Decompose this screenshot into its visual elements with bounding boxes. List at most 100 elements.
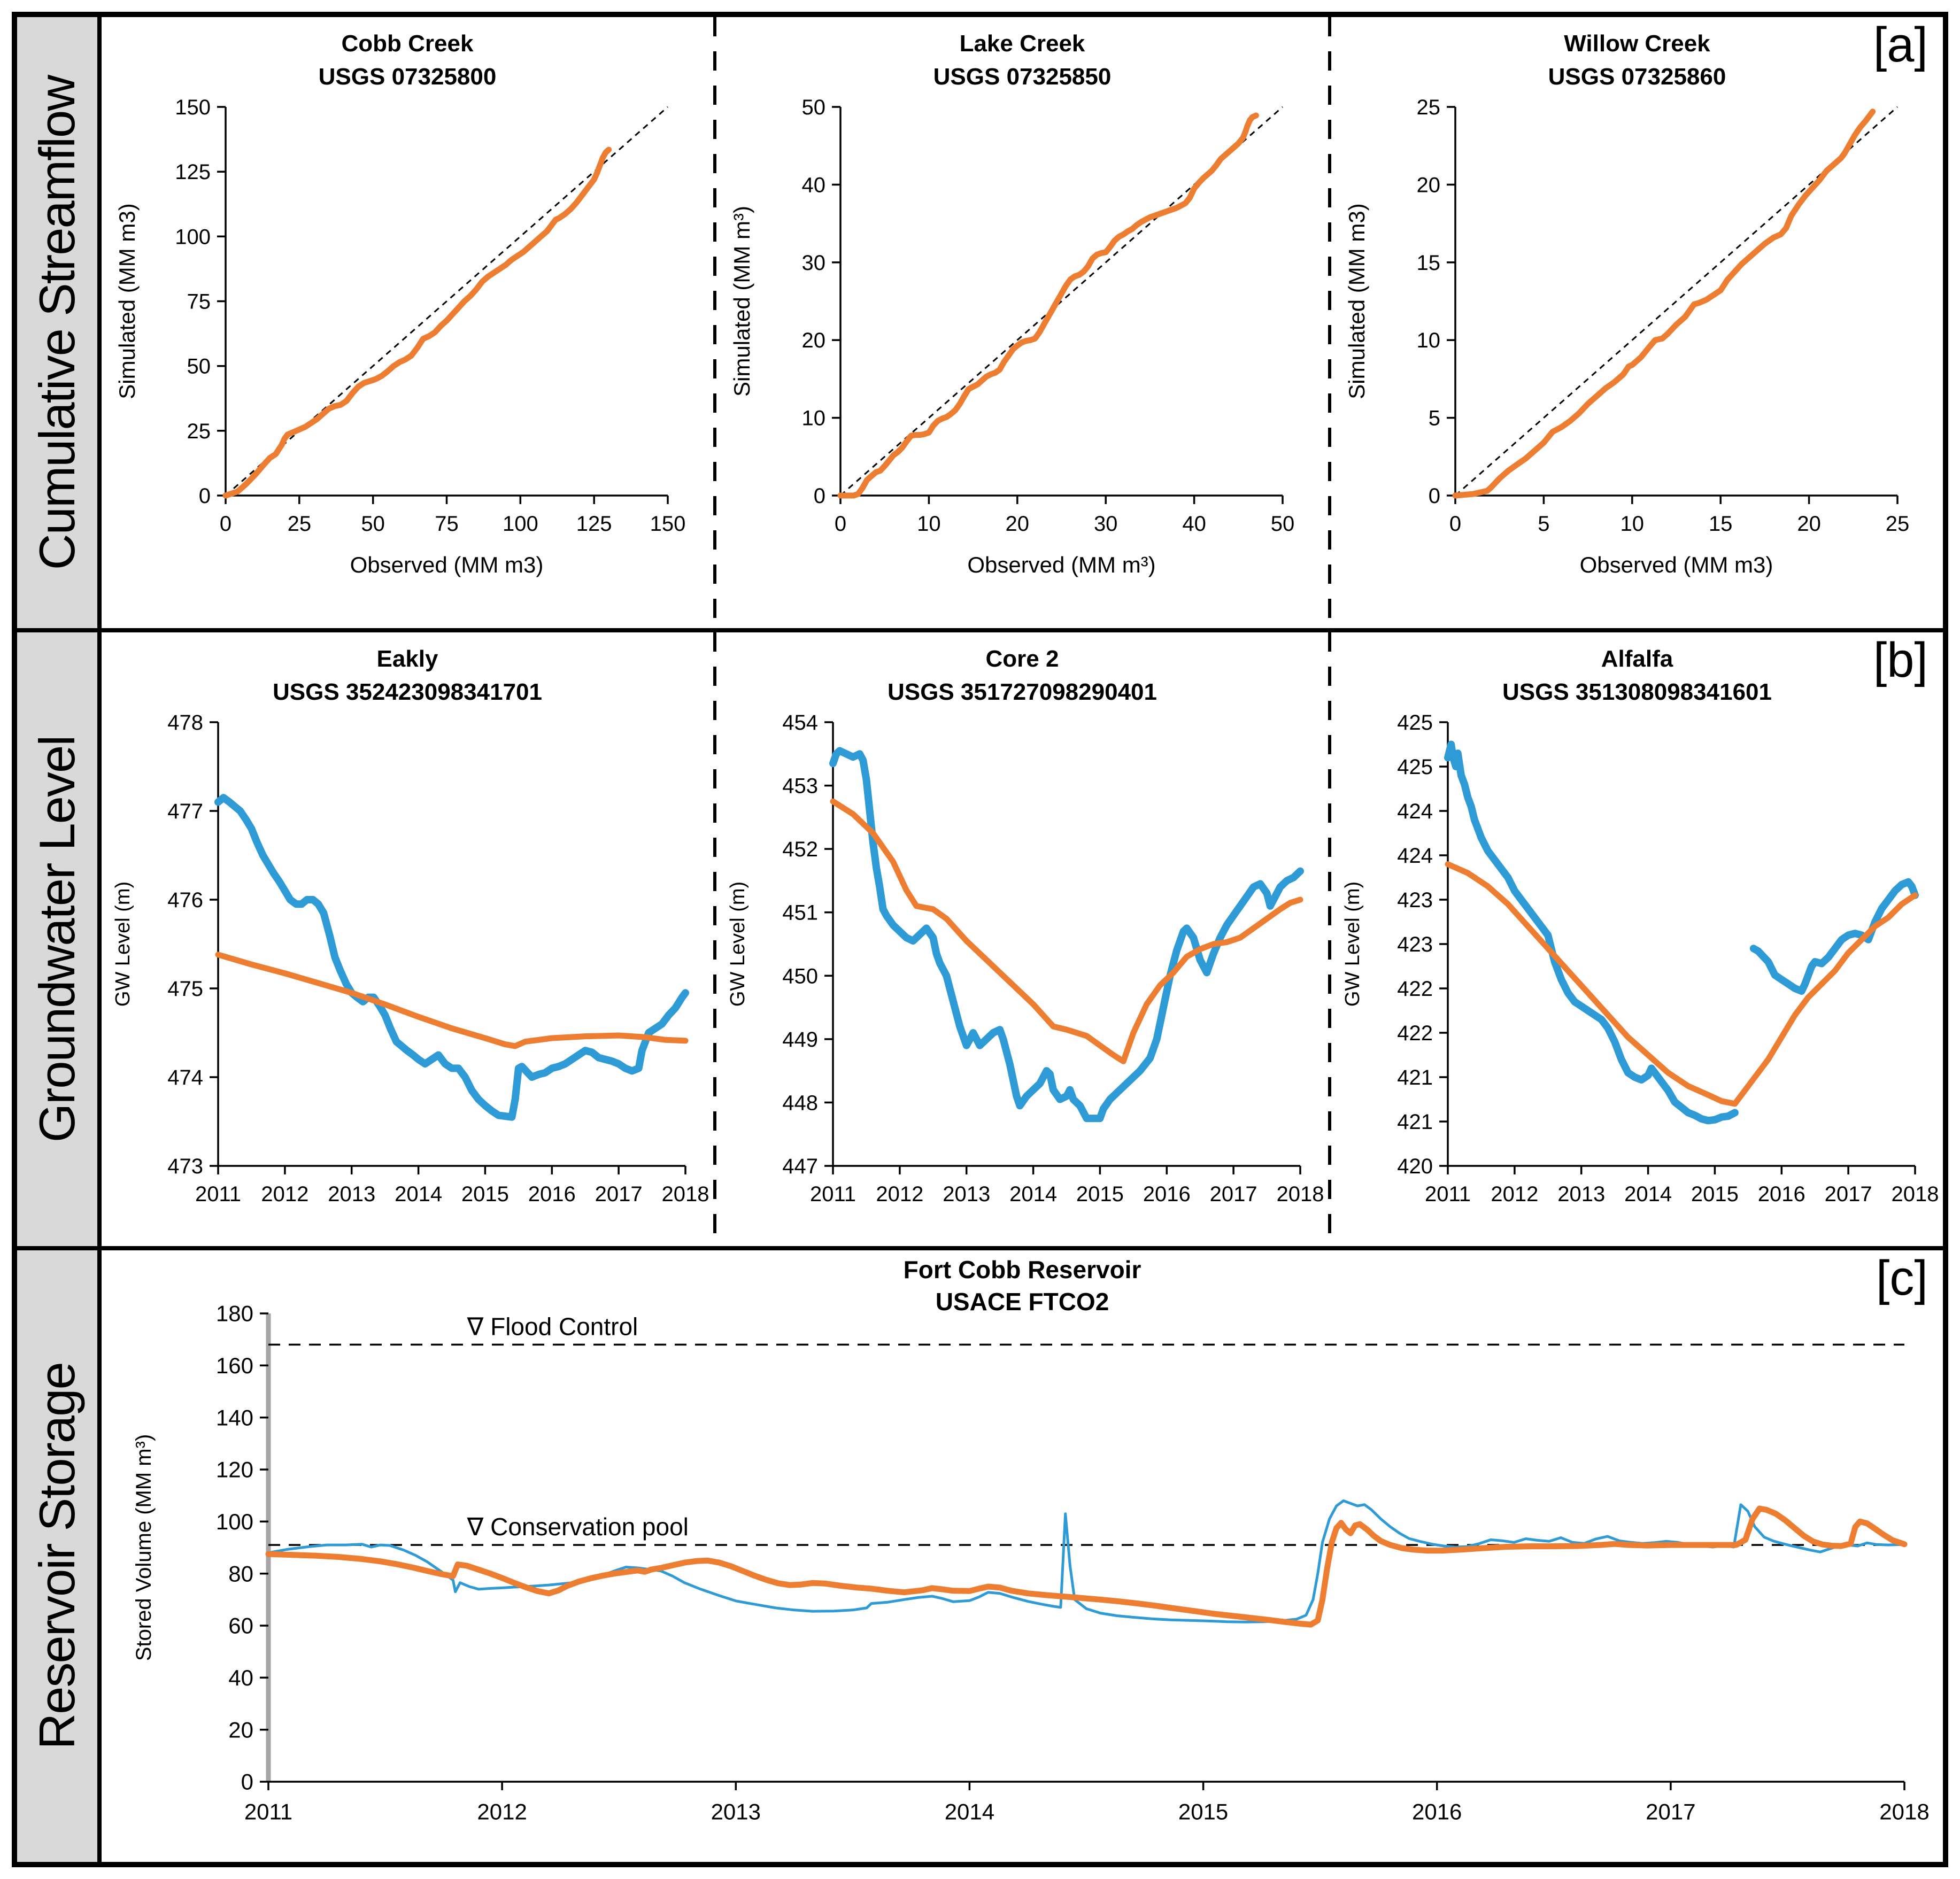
svg-text:Cobb Creek: Cobb Creek (342, 30, 474, 57)
svg-text:40: 40 (802, 173, 826, 197)
alfalfa-chart: Alfalfa USGS 351308098341601 420 421 421 422 4… (1341, 646, 1939, 1206)
svg-text:100: 100 (175, 225, 211, 249)
svg-text:420: 420 (1397, 1155, 1433, 1178)
svg-text:20: 20 (1797, 512, 1821, 536)
svg-text:2017: 2017 (1646, 1799, 1695, 1824)
svg-text:2015: 2015 (1178, 1799, 1228, 1824)
svg-text:2011: 2011 (195, 1182, 241, 1206)
svg-text:2015: 2015 (461, 1182, 509, 1206)
svg-text:2014: 2014 (1624, 1182, 1672, 1206)
svg-text:50: 50 (187, 355, 211, 378)
svg-text:140: 140 (216, 1405, 253, 1430)
panel-label-c: [c] (1876, 1251, 1928, 1305)
svg-text:453: 453 (782, 775, 818, 798)
svg-text:421: 421 (1397, 1066, 1433, 1089)
svg-text:425: 425 (1397, 711, 1433, 734)
svg-text:422: 422 (1397, 1022, 1433, 1045)
svg-text:USGS 351308098341601: USGS 351308098341601 (1502, 679, 1772, 705)
svg-text:20: 20 (1006, 512, 1030, 536)
fort-cobb-chart: Fort Cobb Reservoir USACE FTCO2 0 20 40 60 80 1… (132, 1256, 1930, 1824)
svg-text:449: 449 (782, 1028, 818, 1051)
svg-text:2017: 2017 (1210, 1182, 1257, 1206)
svg-text:Fort Cobb Reservoir: Fort Cobb Reservoir (904, 1256, 1141, 1283)
svg-text:Lake Creek: Lake Creek (960, 30, 1085, 57)
row-cumulative-streamflow: Cumulative Streamflow Cobb Creek USGS 073… (17, 17, 1943, 628)
svg-text:100: 100 (216, 1509, 253, 1534)
svg-text:Simulated (MM m3): Simulated (MM m3) (1344, 203, 1369, 399)
svg-text:2016: 2016 (1143, 1182, 1191, 1206)
svg-text:475: 475 (167, 977, 203, 1001)
svg-text:Simulated (MM m³): Simulated (MM m³) (729, 206, 754, 397)
svg-text:125: 125 (576, 512, 612, 536)
svg-text:Stored Volume (MM m³): Stored Volume (MM m³) (132, 1434, 156, 1661)
svg-text:2017: 2017 (595, 1182, 643, 1206)
svg-text:2014: 2014 (1009, 1182, 1057, 1206)
svg-text:Core 2: Core 2 (986, 646, 1059, 672)
svg-text:2012: 2012 (1491, 1182, 1538, 1206)
dashed-separator (713, 17, 716, 628)
svg-text:GW Level (m): GW Level (m) (1341, 881, 1364, 1007)
svg-text:150: 150 (650, 512, 686, 536)
panel-label-b: [b] (1873, 633, 1928, 687)
svg-text:2018: 2018 (1277, 1182, 1324, 1206)
svg-text:USGS 07325800: USGS 07325800 (319, 64, 497, 90)
svg-text:USGS 352423098341701: USGS 352423098341701 (273, 679, 542, 705)
svg-text:15: 15 (1709, 512, 1733, 536)
dashed-separator (1328, 17, 1331, 628)
svg-text:0: 0 (199, 484, 211, 508)
svg-text:150: 150 (175, 96, 211, 119)
row-separator (17, 1246, 1943, 1250)
svg-text:∇ Flood Control: ∇ Flood Control (467, 1312, 638, 1340)
svg-text:50: 50 (802, 96, 826, 119)
dashed-separator (713, 632, 716, 1246)
svg-text:GW Level (m): GW Level (m) (112, 881, 134, 1007)
chart-panel-lake-creek: Lake Creek USGS 07325850 0 10 20 30 40 50 0 10 20 3… (716, 17, 1328, 628)
svg-text:50: 50 (1271, 512, 1295, 536)
svg-text:80: 80 (228, 1561, 253, 1586)
svg-text:2018: 2018 (1879, 1799, 1929, 1824)
chart-panel-cobb-creek: Cobb Creek USGS 07325800 0 25 50 75 100 125 150 0… (102, 17, 713, 628)
svg-text:2016: 2016 (1412, 1799, 1462, 1824)
row-reservoir-storage: Reservoir Storage Fort Cobb Reservoir USA… (17, 1250, 1943, 1862)
chart-panel-fort-cobb: Fort Cobb Reservoir USACE FTCO2 0 20 40 60 80 1… (102, 1250, 1943, 1862)
svg-text:2011: 2011 (810, 1182, 856, 1206)
svg-text:2018: 2018 (1892, 1182, 1939, 1206)
svg-text:477: 477 (167, 800, 203, 823)
row-a-sidebar: Cumulative Streamflow (17, 17, 102, 628)
row-b-sidebar-label: Groundwater Level (29, 736, 85, 1143)
svg-text:160: 160 (216, 1353, 253, 1378)
svg-text:Simulated (MM m3): Simulated (MM m3) (114, 203, 140, 399)
chart-panel-willow-creek: Willow Creek USGS 07325860 0 5 10 15 20 25 0 5 10 1… (1331, 17, 1943, 628)
row-c-sidebar-label: Reservoir Storage (29, 1363, 85, 1750)
row-a-sidebar-label: Cumulative Streamflow (29, 75, 85, 570)
svg-text:50: 50 (361, 512, 385, 536)
svg-text:0: 0 (1429, 484, 1440, 508)
svg-text:Eakly: Eakly (377, 646, 439, 672)
svg-text:Observed (MM m³): Observed (MM m³) (967, 552, 1155, 577)
row-groundwater-level: Groundwater Level Eakly USGS 352423098341… (17, 632, 1943, 1246)
svg-text:Observed (MM m3): Observed (MM m3) (1580, 552, 1773, 577)
svg-text:452: 452 (782, 838, 818, 861)
svg-text:2011: 2011 (244, 1799, 292, 1824)
svg-text:Alfalfa: Alfalfa (1601, 646, 1673, 672)
svg-text:0: 0 (220, 512, 232, 536)
svg-text:10: 10 (802, 407, 826, 430)
svg-text:10: 10 (1621, 512, 1645, 536)
svg-text:447: 447 (782, 1155, 818, 1178)
core2-chart: Core 2 USGS 351727098290401 447 448 449 450 45… (727, 646, 1324, 1206)
svg-text:10: 10 (917, 512, 941, 536)
svg-text:25: 25 (1886, 512, 1910, 536)
svg-text:424: 424 (1397, 800, 1433, 823)
svg-text:100: 100 (503, 512, 538, 536)
row-b-content: Eakly USGS 352423098341701 473 474 475 476 477… (102, 632, 1943, 1246)
svg-text:2017: 2017 (1825, 1182, 1872, 1206)
svg-text:20: 20 (1417, 173, 1441, 197)
svg-text:0: 0 (1449, 512, 1461, 536)
svg-text:0: 0 (814, 484, 825, 508)
svg-text:2018: 2018 (662, 1182, 709, 1206)
svg-text:125: 125 (175, 160, 211, 184)
svg-text:20: 20 (802, 329, 826, 352)
svg-text:2012: 2012 (876, 1182, 923, 1206)
svg-text:0: 0 (835, 512, 846, 536)
svg-text:5: 5 (1538, 512, 1549, 536)
